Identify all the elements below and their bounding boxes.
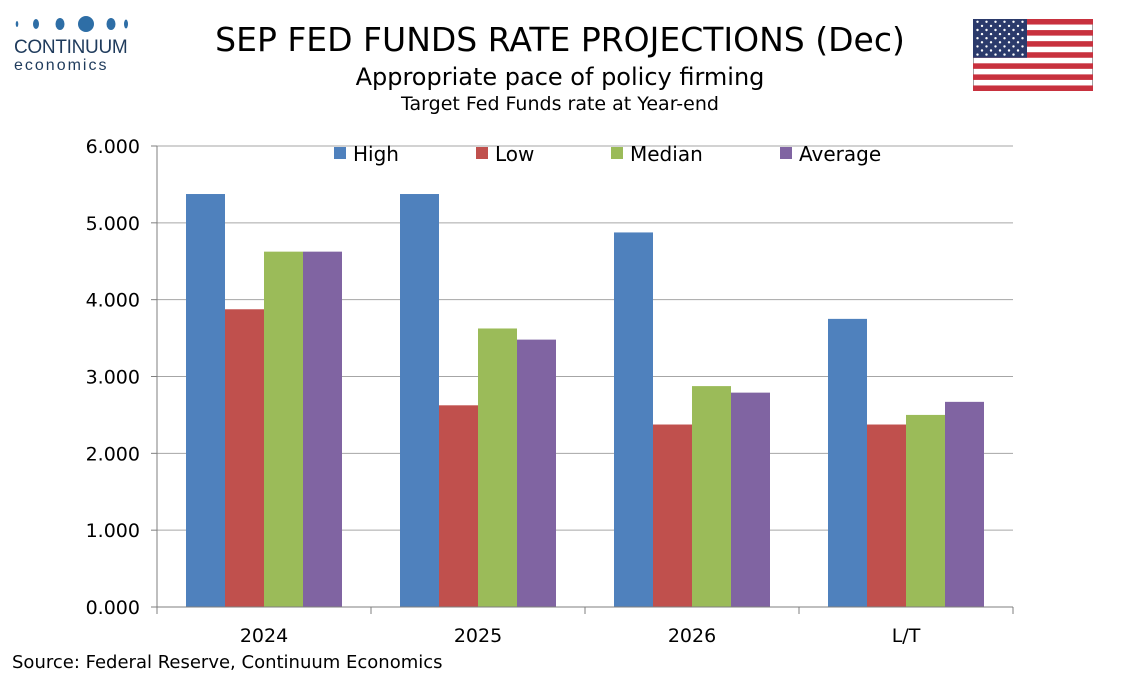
flag-star — [1007, 32, 1011, 36]
flag-star — [1021, 53, 1024, 56]
bar-median-2024 — [264, 251, 303, 608]
flag-star — [994, 53, 997, 56]
flag-star — [1003, 20, 1006, 23]
flag-star — [1016, 24, 1020, 28]
y-tick-label: 2.000 — [86, 443, 140, 465]
x-tick-label: 2026 — [668, 625, 716, 647]
flag-star — [1021, 28, 1024, 32]
bar-high-2024 — [186, 194, 225, 608]
legend-swatch-high — [334, 147, 346, 159]
legend-label-low: Low — [495, 142, 534, 166]
bar-low-2025 — [439, 405, 478, 607]
flag-star — [980, 49, 984, 52]
flag-star — [1003, 37, 1006, 40]
flag-star — [976, 53, 979, 56]
flag-star — [1012, 53, 1015, 56]
logo-tagline: economics — [14, 57, 109, 74]
y-tick-label: 4.000 — [86, 290, 140, 312]
legend-label-average: Average — [799, 142, 881, 166]
bar-average-lt — [945, 401, 984, 607]
flag-star — [985, 45, 988, 48]
flag-star — [1003, 45, 1006, 48]
flag-star — [985, 53, 988, 56]
flag-star — [1007, 41, 1011, 44]
flag-star — [994, 37, 997, 40]
flag-star — [994, 20, 997, 23]
bar-average-2025 — [517, 339, 556, 607]
flag-star — [994, 45, 997, 48]
flag-star — [989, 41, 993, 44]
bar-average-2026 — [731, 392, 770, 607]
flag-star — [1007, 49, 1011, 52]
source-note: Source: Federal Reserve, Continuum Econo… — [12, 652, 443, 673]
logo: CONTINUUM economics — [14, 14, 134, 74]
y-tick-label: 0.000 — [86, 597, 140, 619]
flag-star — [989, 24, 993, 28]
flag-star — [998, 32, 1002, 36]
bar-median-2025 — [478, 328, 517, 607]
bar-average-2024 — [303, 251, 342, 608]
flag-star — [998, 49, 1002, 52]
flag-star — [980, 24, 984, 28]
flag-star — [1012, 37, 1015, 40]
flag-star — [1012, 20, 1015, 23]
y-tick-label: 3.000 — [86, 367, 140, 389]
legend-swatch-low — [476, 147, 488, 159]
flag-star — [1003, 28, 1006, 32]
y-tick-label: 6.000 — [86, 136, 140, 158]
legend-swatch-average — [780, 147, 792, 159]
flag-star — [1007, 24, 1011, 28]
flag-star — [976, 20, 979, 23]
y-tick-label: 1.000 — [86, 520, 140, 542]
flag-star — [1016, 49, 1020, 52]
chart-title: SEP FED FUNDS RATE PROJECTIONS (Dec) — [215, 20, 905, 59]
flag-star — [985, 20, 988, 23]
flag-star — [1012, 45, 1015, 48]
bar-low-2024 — [225, 309, 264, 607]
flag-star — [1016, 32, 1020, 36]
flag-star — [1003, 53, 1006, 56]
flag-star — [985, 37, 988, 40]
flag-star — [994, 28, 997, 32]
us-flag-icon — [973, 19, 1093, 91]
flag-star — [1021, 20, 1024, 23]
x-tick-label: 2025 — [454, 625, 502, 647]
legend-swatch-median — [611, 147, 623, 159]
flag-star — [989, 49, 993, 52]
flag-star — [980, 32, 984, 36]
legend-label-high: High — [353, 142, 399, 166]
flag-star — [980, 41, 984, 44]
flag-star — [976, 45, 979, 48]
logo-dots-icon — [15, 16, 128, 32]
chart-subtitle: Appropriate pace of policy firming — [355, 63, 765, 91]
bar-high-2026 — [614, 232, 653, 607]
logo-wordmark: CONTINUUM — [14, 37, 128, 58]
flag-star — [1012, 28, 1015, 32]
flag-star — [989, 32, 993, 36]
flag-star — [1021, 45, 1024, 48]
bar-low-2026 — [653, 424, 692, 607]
x-tick-label: 2024 — [240, 625, 288, 647]
bar-median-2026 — [692, 386, 731, 607]
x-tick-label: L/T — [892, 625, 921, 647]
bar-high-2025 — [400, 194, 439, 608]
bar-low-lt — [867, 424, 906, 607]
flag-star — [1016, 41, 1020, 44]
flag-star — [985, 28, 988, 32]
flag-star — [976, 37, 979, 40]
flag-star — [998, 24, 1002, 28]
flag-star — [998, 41, 1002, 44]
bar-high-lt — [828, 318, 867, 607]
y-tick-label: 5.000 — [86, 213, 140, 235]
flag-star — [1021, 37, 1024, 40]
chart-subsubtitle: Target Fed Funds rate at Year-end — [401, 93, 719, 115]
bar-median-lt — [906, 414, 945, 607]
legend-label-median: Median — [630, 142, 703, 166]
flag-star — [976, 28, 979, 32]
